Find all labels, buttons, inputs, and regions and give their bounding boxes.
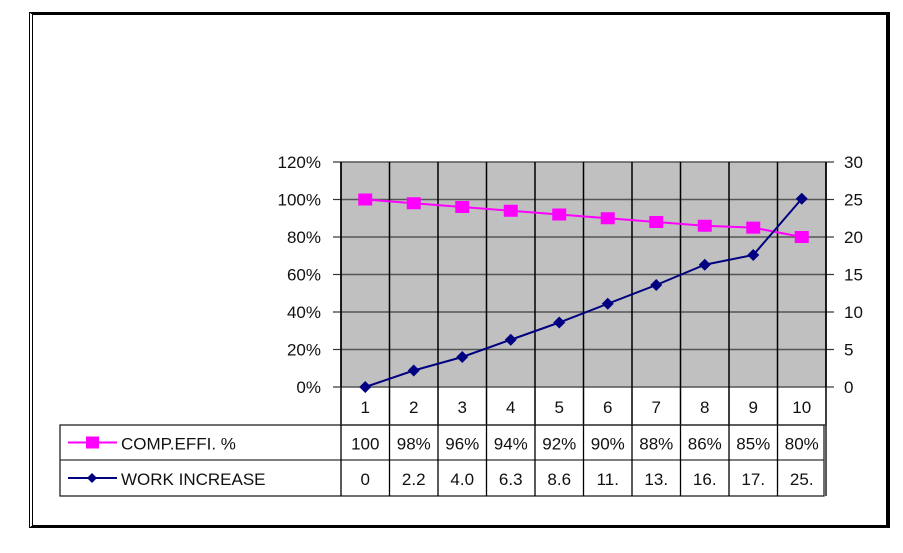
table-cell-value: 100 <box>351 435 379 454</box>
data-point-diamond-marker <box>407 364 420 377</box>
data-point-diamond-marker <box>504 333 517 346</box>
table-cell-value: 94% <box>494 435 528 454</box>
table-cell-value: 13. <box>644 470 668 489</box>
data-point-square-marker <box>503 204 518 217</box>
table-cell-value: 2.2 <box>402 470 426 489</box>
table-cell-value: 0 <box>361 470 370 489</box>
data-point-square-marker <box>697 219 712 232</box>
series-work-increase <box>359 192 808 393</box>
data-point-square-marker <box>794 231 809 243</box>
data-point-square-marker <box>455 201 470 213</box>
left-axis-tick-label: 40% <box>287 303 321 322</box>
table-cell-value: 11. <box>597 470 619 489</box>
data-point-square-marker <box>358 193 373 206</box>
table-cell-value: 86% <box>688 435 722 454</box>
left-axis-tick-label: 20% <box>287 341 321 360</box>
data-point-square-marker <box>552 208 567 221</box>
left-y-axis: 0% 20% 40% 60% 80% 100% 120% <box>278 153 342 397</box>
category-label: 1 <box>361 398 370 417</box>
chart-frame <box>29 12 890 528</box>
table-cell-value: 96% <box>445 435 479 454</box>
category-label: 5 <box>555 398 564 417</box>
data-point-diamond-marker <box>456 351 469 363</box>
data-point-square-marker <box>406 197 421 210</box>
data-point-diamond-marker <box>601 297 614 310</box>
right-axis-tick-label: 25 <box>844 191 863 210</box>
category-label: 9 <box>749 398 758 417</box>
table-cell-value: 90% <box>591 435 625 454</box>
table-cell-value: 8.6 <box>547 470 571 489</box>
table-cell-value: 17. <box>741 470 765 489</box>
left-axis-tick-label: 100% <box>278 191 321 210</box>
category-label: 8 <box>700 398 709 417</box>
left-axis-tick-label: 0% <box>296 378 321 397</box>
table-cell-value: 98% <box>397 435 431 454</box>
data-point-square-marker <box>649 216 664 228</box>
right-axis-tick-label: 30 <box>844 153 863 172</box>
table-cell-value: 88% <box>639 435 673 454</box>
data-point-diamond-marker <box>359 381 372 393</box>
table-cell-value: 80% <box>785 435 819 454</box>
data-point-square-marker <box>600 212 615 225</box>
category-label: 2 <box>409 398 418 417</box>
category-label: 3 <box>458 398 467 417</box>
legend-key-diamond-icon <box>68 473 117 483</box>
right-axis-tick-label: 10 <box>844 303 863 322</box>
table-cell-value: 25. <box>790 470 814 489</box>
data-point-diamond-marker <box>747 249 760 261</box>
category-label: 7 <box>652 398 661 417</box>
table-cell-value: 85% <box>736 435 770 454</box>
category-label: 4 <box>506 398 515 417</box>
series-lines <box>358 192 809 393</box>
table-cell-value: 92% <box>542 435 576 454</box>
legend-label: COMP.EFFI. % <box>121 435 236 454</box>
right-y-axis: 0 5 10 15 20 25 30 <box>825 153 863 397</box>
data-table: 1 2 3 4 5 6 7 8 9 10 COMP.EFFI. % 100 98% 96% 94% 92% 90… <box>59 398 827 497</box>
right-axis-tick-label: 0 <box>844 378 853 397</box>
table-cell-value: 4.0 <box>450 470 474 489</box>
category-label: 6 <box>603 398 612 417</box>
table-cell-value: 6.3 <box>499 470 523 489</box>
left-axis-tick-label: 80% <box>287 228 321 247</box>
right-axis-tick-label: 5 <box>844 341 853 360</box>
left-axis-tick-label: 120% <box>278 153 321 172</box>
right-axis-tick-label: 20 <box>844 228 863 247</box>
table-cell-value: 16. <box>693 470 717 489</box>
left-axis-tick-label: 60% <box>287 266 321 285</box>
series-comp-effi <box>358 193 809 243</box>
category-label: 10 <box>792 398 811 417</box>
legend-label: WORK INCREASE <box>121 470 266 489</box>
data-point-square-marker <box>746 221 761 234</box>
data-point-diamond-marker <box>650 279 663 291</box>
legend-key-square-icon <box>68 436 117 449</box>
data-point-diamond-marker <box>698 258 711 271</box>
data-point-diamond-marker <box>795 192 808 205</box>
data-point-diamond-marker <box>553 316 566 329</box>
right-axis-tick-label: 15 <box>844 266 863 285</box>
